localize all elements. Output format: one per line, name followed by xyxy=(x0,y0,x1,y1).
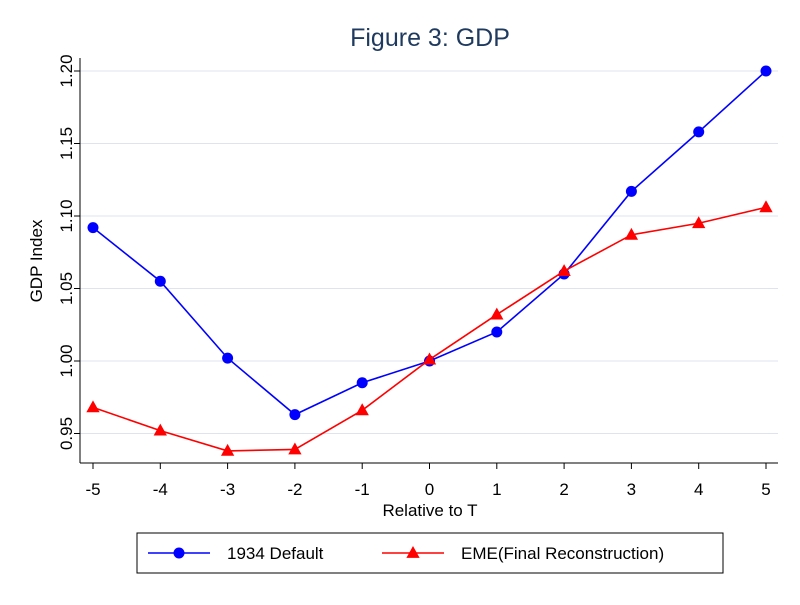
x-tick-label: 5 xyxy=(761,480,770,499)
data-point xyxy=(222,352,234,364)
data-point xyxy=(86,400,100,413)
axes xyxy=(79,58,778,464)
legend-item-1: EME(Final Reconstruction) xyxy=(382,544,664,563)
data-point xyxy=(154,275,166,287)
x-tick-label: 0 xyxy=(425,480,434,499)
data-point xyxy=(760,65,772,77)
legend-marker xyxy=(406,546,420,558)
x-tick-label: -1 xyxy=(355,480,370,499)
data-point xyxy=(87,222,99,234)
x-tick-label: -4 xyxy=(153,480,168,499)
y-tick-label: 1.05 xyxy=(57,272,76,305)
legend-items: 1934 Default EME(Final Reconstruction) xyxy=(148,544,664,563)
data-point xyxy=(289,409,301,421)
data-point xyxy=(288,442,302,455)
data-point xyxy=(625,185,637,197)
y-tick-label: 1.15 xyxy=(57,127,76,160)
x-ticks: -5 -4 -3 -2 -1 0 1 2 3 4 5 xyxy=(85,463,771,499)
y-ticks: 0.95 1.00 1.05 1.10 1.15 1.20 xyxy=(57,54,80,450)
y-tick-label: 0.95 xyxy=(57,417,76,450)
data-point xyxy=(422,352,437,365)
y-tick-label: 1.20 xyxy=(57,54,76,87)
data-point xyxy=(693,126,705,138)
legend-label: EME(Final Reconstruction) xyxy=(461,544,664,563)
data-point xyxy=(692,216,706,229)
x-tick-label: 2 xyxy=(559,480,568,499)
x-tick-label: 4 xyxy=(694,480,703,499)
legend-label: 1934 Default xyxy=(227,544,324,563)
data-point xyxy=(759,200,773,213)
legend-item-0: 1934 Default xyxy=(148,544,324,563)
series xyxy=(86,65,773,456)
legend-marker xyxy=(173,547,185,559)
series-0 xyxy=(87,65,772,421)
x-tick-label: -2 xyxy=(287,480,302,499)
x-tick-label: -3 xyxy=(220,480,235,499)
gridlines xyxy=(80,70,778,434)
chart-title: Figure 3: GDP xyxy=(350,24,510,52)
data-point xyxy=(355,403,369,416)
data-point xyxy=(153,423,167,436)
x-tick-label: 1 xyxy=(492,480,501,499)
x-tick-label: 3 xyxy=(627,480,636,499)
data-point xyxy=(557,264,571,276)
data-point xyxy=(491,326,503,338)
data-point xyxy=(356,377,368,389)
series-line xyxy=(92,206,767,452)
y-axis-label: GDP Index xyxy=(27,219,46,302)
x-axis-label: Relative to T xyxy=(382,501,477,520)
data-point xyxy=(220,443,235,456)
data-point xyxy=(490,307,504,320)
y-tick-label: 1.10 xyxy=(57,199,76,232)
x-tick-label: -5 xyxy=(85,480,100,499)
legend: 1934 Default EME(Final Reconstruction) xyxy=(136,532,724,574)
data-point xyxy=(624,227,639,240)
series-1 xyxy=(86,200,773,456)
y-tick-label: 1.00 xyxy=(57,344,76,377)
